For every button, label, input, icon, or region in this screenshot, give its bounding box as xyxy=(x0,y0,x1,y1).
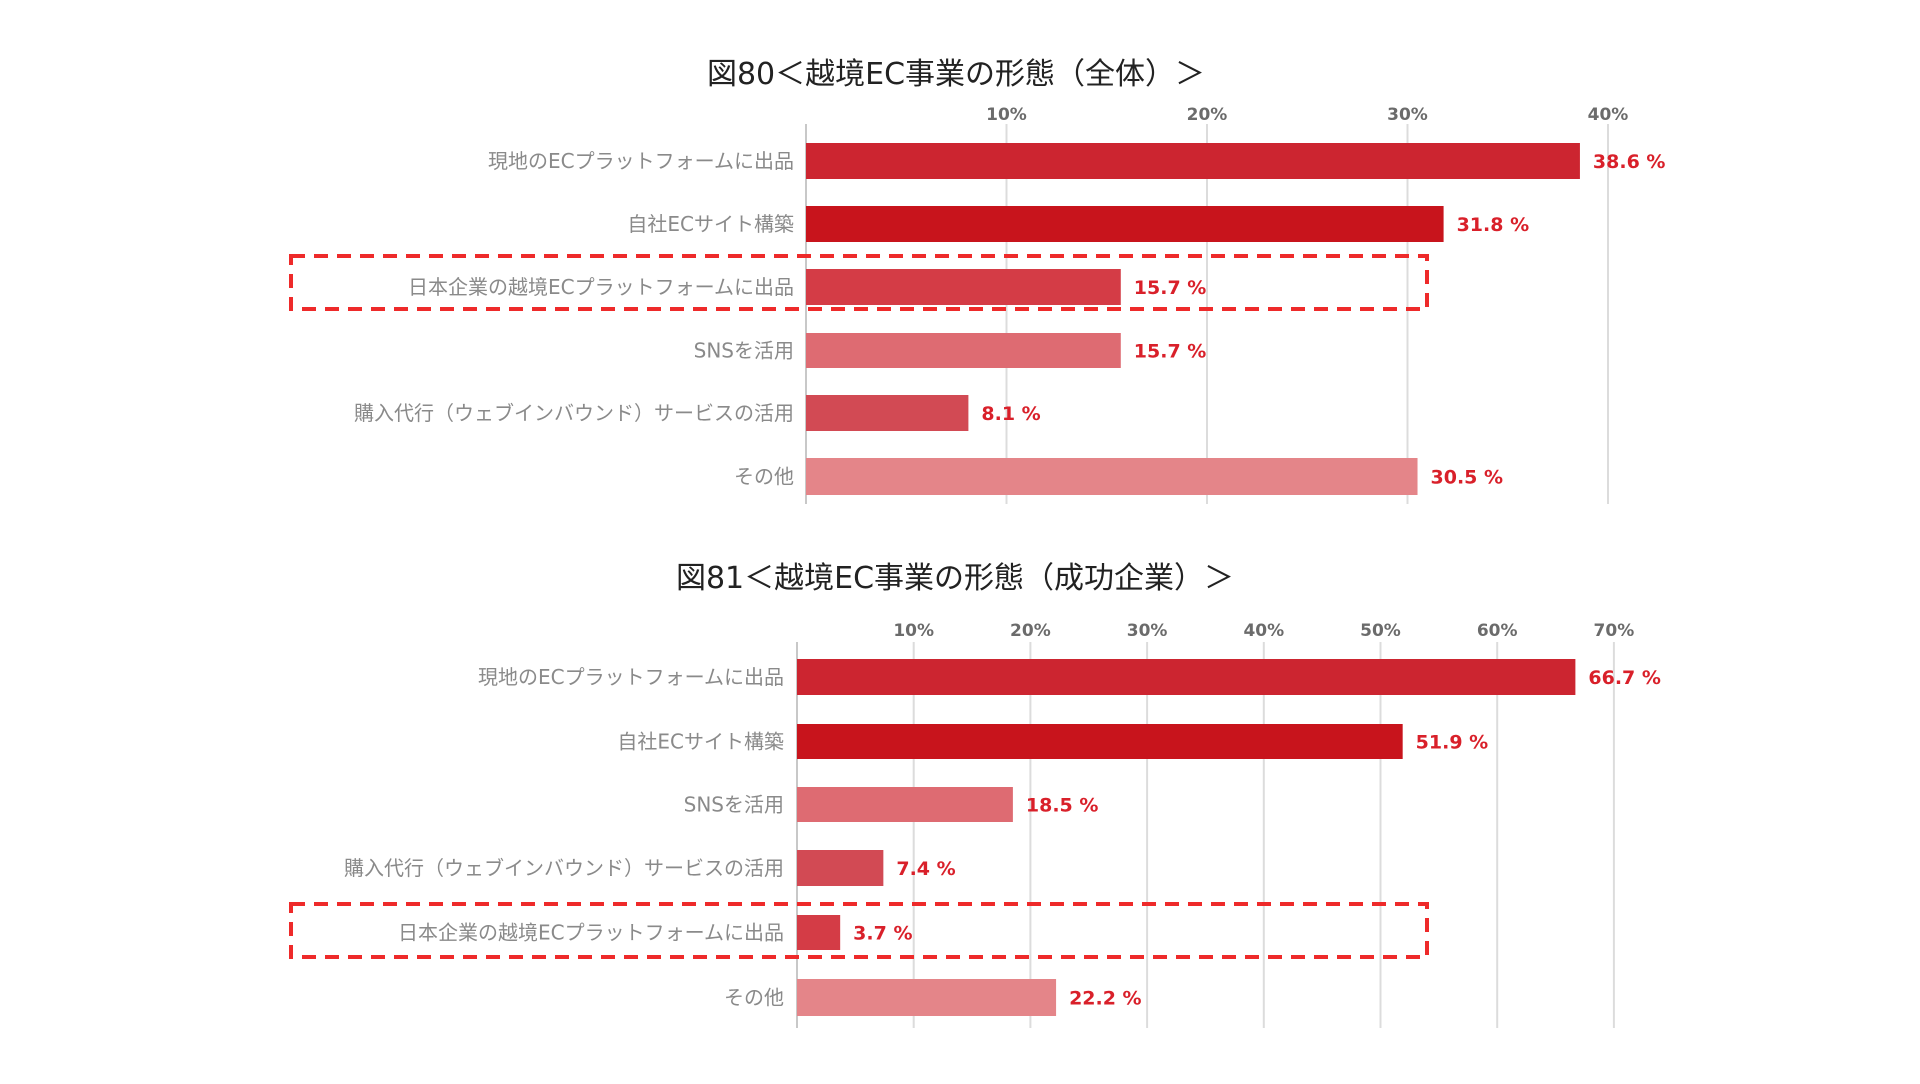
highlight-box xyxy=(289,254,1429,311)
data-label: 3.7 % xyxy=(853,923,912,945)
category-label: 購入代行（ウェブインバウンド）サービスの活用 xyxy=(344,856,784,880)
x-tick-label: 40% xyxy=(1588,105,1629,125)
category-label: 日本企業の越境ECプラットフォームに出品 xyxy=(408,275,794,299)
bar xyxy=(806,458,1418,495)
bar xyxy=(797,915,841,950)
category-label: 日本企業の越境ECプラットフォームに出品 xyxy=(398,921,784,945)
data-label: 30.5 % xyxy=(1431,467,1504,489)
highlight-box xyxy=(289,902,1429,959)
category-label: その他 xyxy=(734,465,794,489)
chart-1: 図80＜越境EC事業の形態（全体）＞ 10% 20% 30% 40% 現地のECプラットフ… xyxy=(289,57,1666,504)
data-label: 38.6 % xyxy=(1593,151,1666,173)
x-tick-label: 10% xyxy=(986,105,1027,125)
x-tick-label: 10% xyxy=(893,621,934,641)
data-label: 66.7 % xyxy=(1588,667,1661,689)
bar xyxy=(797,979,1057,1016)
data-label: 18.5 % xyxy=(1026,795,1099,817)
bar xyxy=(806,206,1444,242)
data-label: 15.7 % xyxy=(1134,277,1207,299)
x-tick-label: 30% xyxy=(1127,621,1168,641)
data-label: 51.9 % xyxy=(1416,732,1489,754)
x-tick-label: 50% xyxy=(1360,621,1401,641)
x-tick-label: 40% xyxy=(1243,621,1284,641)
category-label: SNSを活用 xyxy=(684,793,784,817)
x-tick-label: 20% xyxy=(1187,105,1228,125)
category-label: 現地のECプラットフォームに出品 xyxy=(478,665,784,689)
bar xyxy=(806,143,1580,179)
data-label: 31.8 % xyxy=(1457,214,1530,236)
bar xyxy=(806,269,1121,305)
category-label: 購入代行（ウェブインバウンド）サービスの活用 xyxy=(354,401,794,425)
data-label: 15.7 % xyxy=(1134,341,1207,363)
x-tick-label: 70% xyxy=(1594,621,1635,641)
x-tick-label: 30% xyxy=(1387,105,1428,125)
data-label: 7.4 % xyxy=(896,858,955,880)
bar xyxy=(797,850,884,886)
category-label: その他 xyxy=(724,986,784,1010)
chart-title: 図81＜越境EC事業の形態（成功企業）＞ xyxy=(676,561,1234,596)
bar xyxy=(806,333,1121,368)
bar xyxy=(806,395,969,431)
bar xyxy=(797,659,1576,695)
chart-title: 図80＜越境EC事業の形態（全体）＞ xyxy=(707,57,1205,92)
chart-2: 図81＜越境EC事業の形態（成功企業）＞ 10% 20% 30% 40% 50% 60% 70… xyxy=(289,561,1661,1028)
data-label: 22.2 % xyxy=(1069,988,1142,1010)
bar xyxy=(797,724,1403,759)
category-label: 現地のECプラットフォームに出品 xyxy=(488,149,794,173)
category-label: SNSを活用 xyxy=(694,339,794,363)
data-label: 8.1 % xyxy=(981,403,1040,425)
category-label: 自社ECサイト構築 xyxy=(617,730,784,754)
bar xyxy=(797,787,1013,822)
x-tick-label: 60% xyxy=(1477,621,1518,641)
category-label: 自社ECサイト構築 xyxy=(627,212,794,236)
x-tick-label: 20% xyxy=(1010,621,1051,641)
